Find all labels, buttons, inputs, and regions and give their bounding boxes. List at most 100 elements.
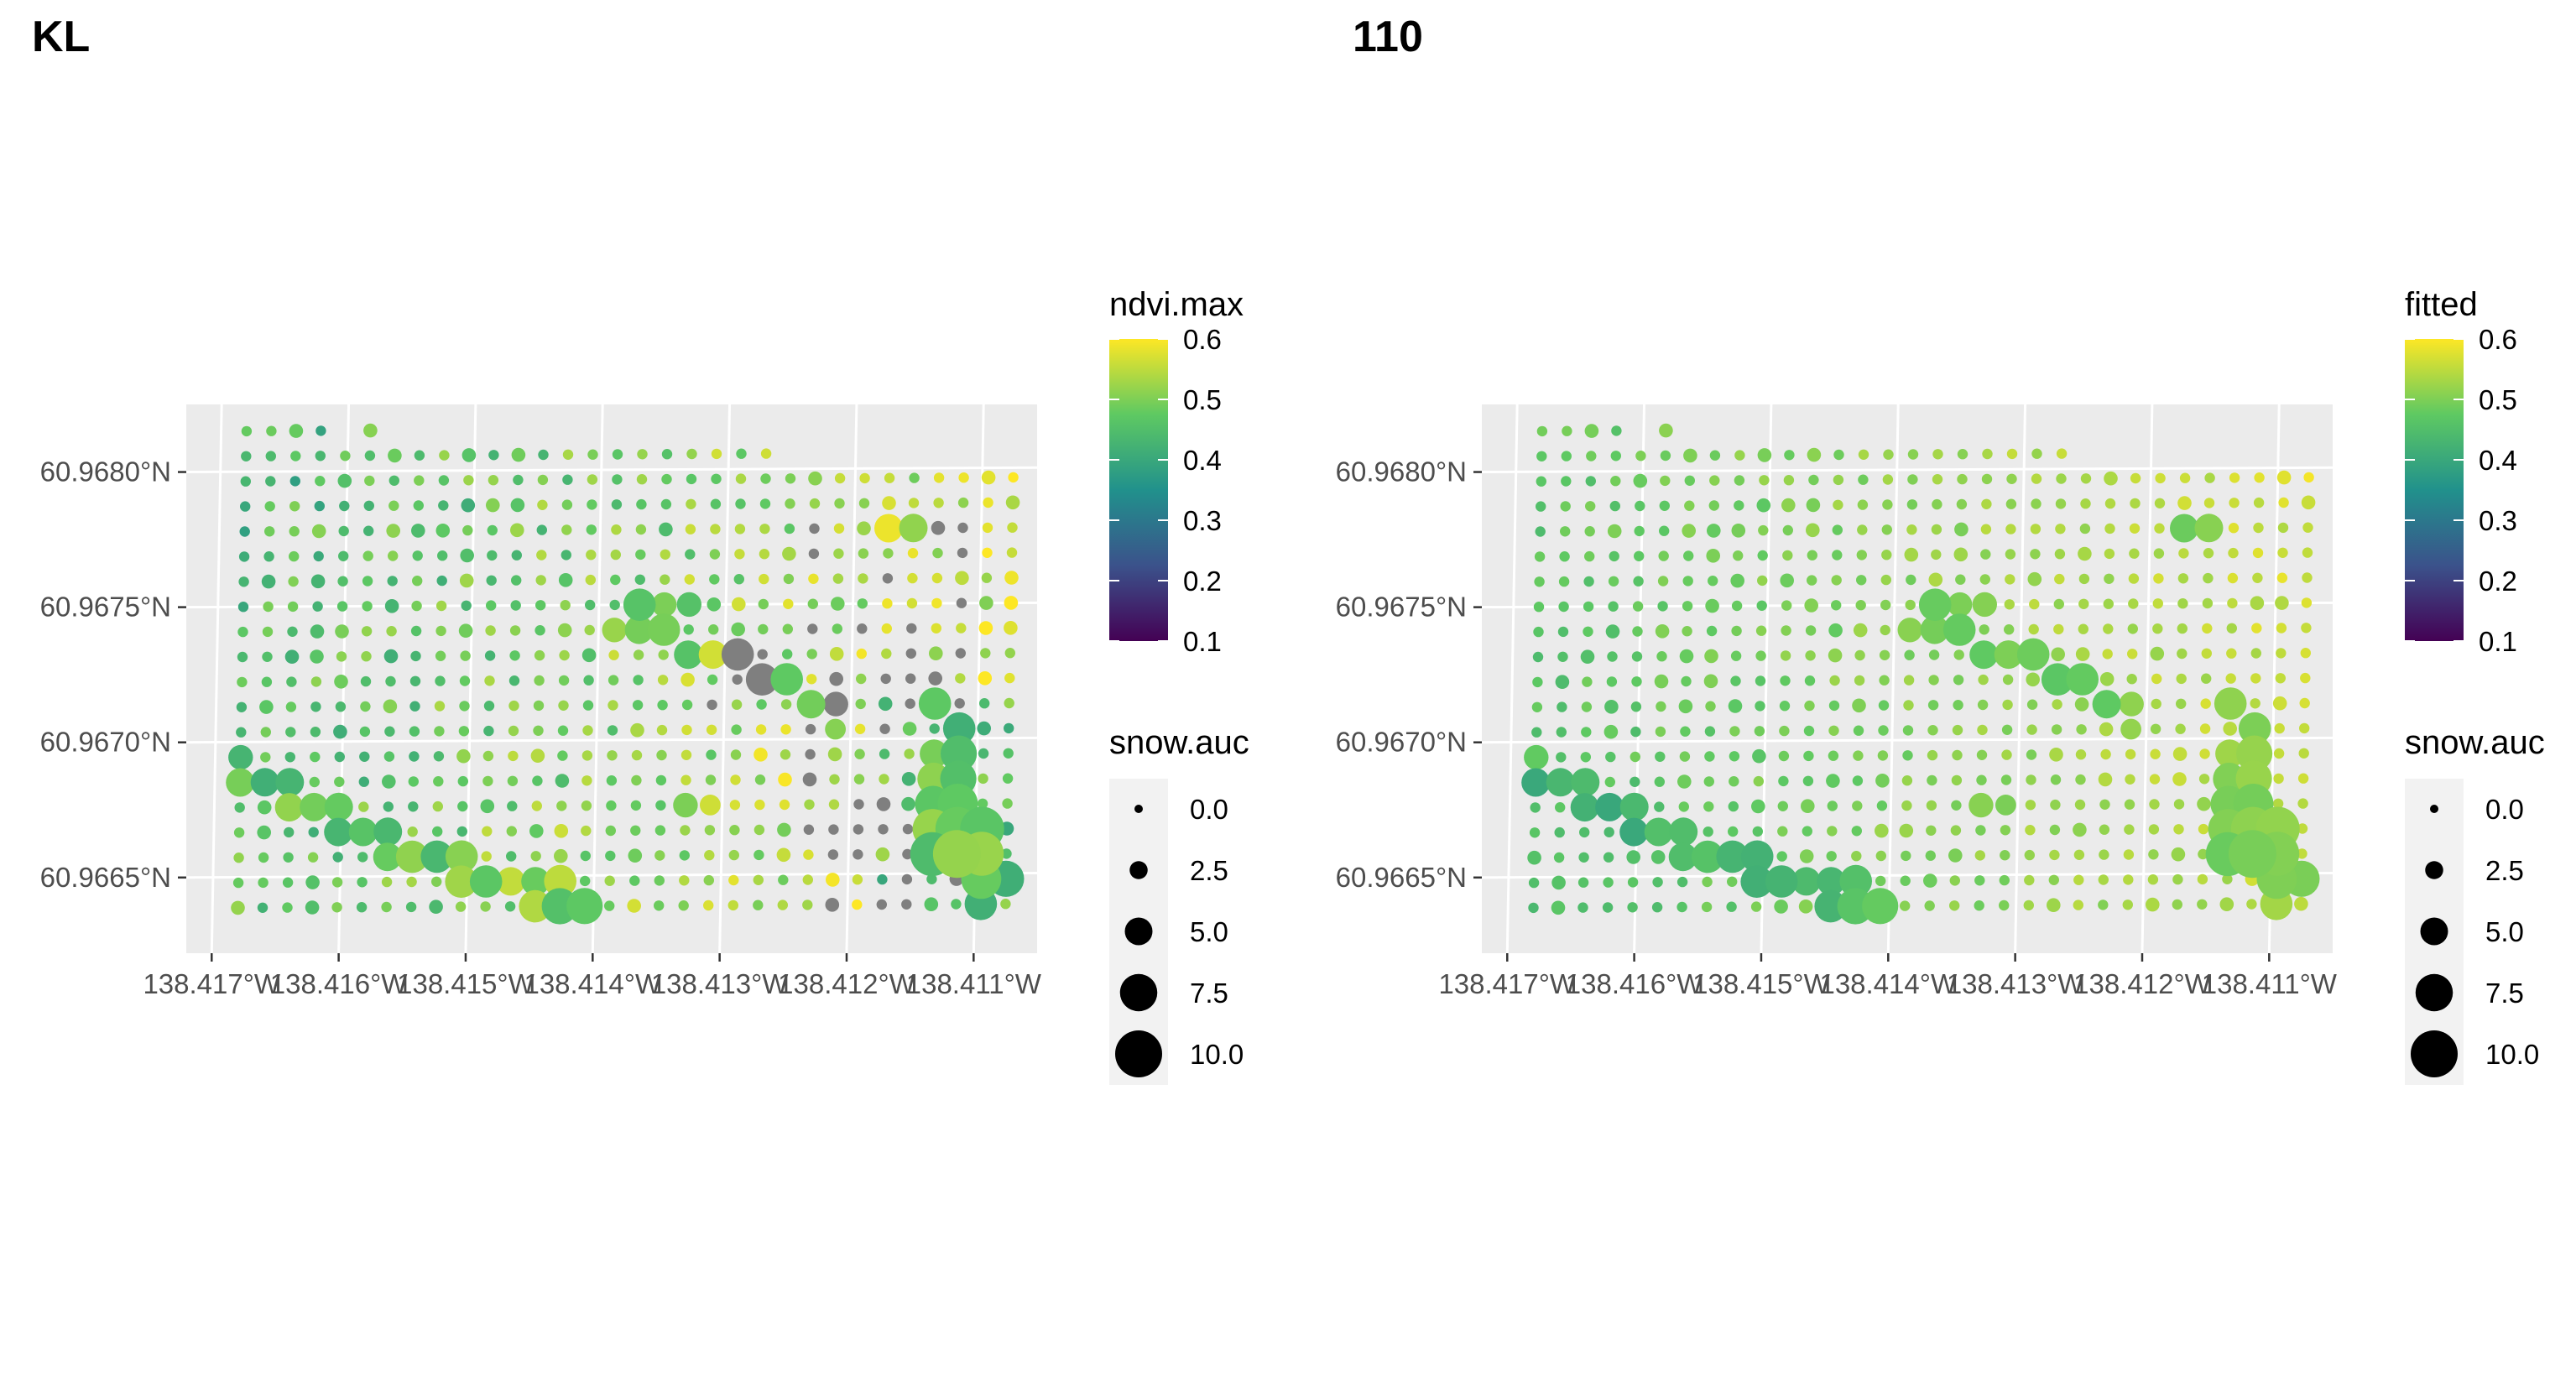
data-point xyxy=(1832,550,1843,561)
data-point xyxy=(1608,576,1619,587)
data-point xyxy=(928,671,942,686)
data-point xyxy=(1807,575,1817,586)
data-point xyxy=(2031,448,2042,459)
data-point xyxy=(854,748,865,759)
data-point xyxy=(785,473,796,484)
data-point xyxy=(1633,473,1648,488)
data-point xyxy=(2048,874,2059,886)
data-point xyxy=(796,690,826,719)
data-point xyxy=(2074,697,2089,712)
data-point xyxy=(1858,474,1869,485)
data-point xyxy=(908,498,920,508)
data-point xyxy=(1875,875,1886,887)
data-point xyxy=(1679,649,1694,664)
data-point xyxy=(2125,774,2135,785)
data-point xyxy=(780,724,791,735)
data-point xyxy=(1007,522,1018,533)
data-point xyxy=(2276,623,2287,634)
size-legend-label: 10.0 xyxy=(2485,1039,2539,1070)
data-point xyxy=(2152,623,2163,634)
data-point xyxy=(2055,498,2067,509)
data-point xyxy=(266,425,277,436)
data-point xyxy=(265,476,276,487)
data-point xyxy=(757,649,768,660)
data-point xyxy=(905,648,917,659)
data-point xyxy=(487,550,498,561)
data-point xyxy=(652,592,677,618)
data-point xyxy=(674,640,703,670)
data-point xyxy=(1528,877,1540,889)
data-point xyxy=(287,626,298,637)
data-point xyxy=(1781,600,1792,611)
data-point xyxy=(1920,615,1949,644)
data-point xyxy=(1680,726,1691,737)
data-point xyxy=(735,498,746,509)
size-legend-title: snow.auc xyxy=(1109,724,1249,761)
data-point xyxy=(1932,498,1942,510)
data-point xyxy=(558,675,570,686)
data-point xyxy=(335,701,347,712)
data-point xyxy=(1828,700,1840,712)
data-point xyxy=(262,626,274,638)
data-point xyxy=(1862,888,1899,925)
data-point xyxy=(2203,572,2214,584)
data-point xyxy=(902,848,913,860)
data-point xyxy=(1804,598,1818,613)
data-point xyxy=(358,801,369,812)
data-point xyxy=(1904,649,1915,660)
data-point xyxy=(1656,701,1666,712)
data-point xyxy=(1928,649,1940,660)
data-point xyxy=(1777,800,1788,811)
data-point xyxy=(808,548,820,560)
data-point xyxy=(508,675,520,686)
data-point xyxy=(313,550,324,562)
data-point xyxy=(1702,876,1713,888)
data-point xyxy=(1906,499,1918,510)
color-legend-label: 0.1 xyxy=(1183,626,1222,657)
data-point xyxy=(2250,596,2265,610)
data-point xyxy=(1803,750,1814,762)
data-point xyxy=(2051,647,2065,662)
data-point xyxy=(661,449,673,460)
data-point xyxy=(1901,775,1913,786)
data-point xyxy=(1852,800,1863,811)
data-point xyxy=(611,499,623,510)
data-point xyxy=(637,449,648,460)
data-point xyxy=(2103,598,2114,609)
data-point xyxy=(728,874,739,886)
data-point xyxy=(511,447,526,462)
data-point xyxy=(560,600,571,611)
data-point xyxy=(1561,451,1572,461)
data-point xyxy=(1556,727,1567,738)
data-point xyxy=(1752,748,1766,764)
data-point xyxy=(324,792,353,821)
data-point xyxy=(1630,751,1640,763)
data-point xyxy=(610,549,621,561)
data-point xyxy=(1527,850,1541,865)
data-point xyxy=(2078,546,2092,561)
data-point xyxy=(834,498,845,509)
data-point xyxy=(2099,799,2110,810)
data-point xyxy=(605,825,616,837)
data-point xyxy=(2253,522,2264,534)
data-point xyxy=(1521,768,1551,797)
x-tick-label: 138.416°W xyxy=(270,968,408,999)
data-point xyxy=(356,902,368,913)
data-point xyxy=(1002,798,1013,809)
data-point xyxy=(1999,899,2010,911)
data-point xyxy=(228,744,253,770)
data-point xyxy=(383,751,395,762)
data-point xyxy=(1839,864,1872,898)
y-tick-label: 60.9665°N xyxy=(40,862,171,893)
data-point xyxy=(587,499,597,510)
data-point xyxy=(1972,592,1997,618)
data-point xyxy=(2300,648,2311,659)
data-point xyxy=(432,826,443,837)
data-point xyxy=(661,473,672,485)
data-point xyxy=(275,768,305,797)
data-point xyxy=(1631,676,1642,687)
data-point xyxy=(1608,601,1619,612)
data-point xyxy=(1751,799,1765,814)
data-point xyxy=(1740,840,1774,873)
data-point xyxy=(2031,498,2042,509)
